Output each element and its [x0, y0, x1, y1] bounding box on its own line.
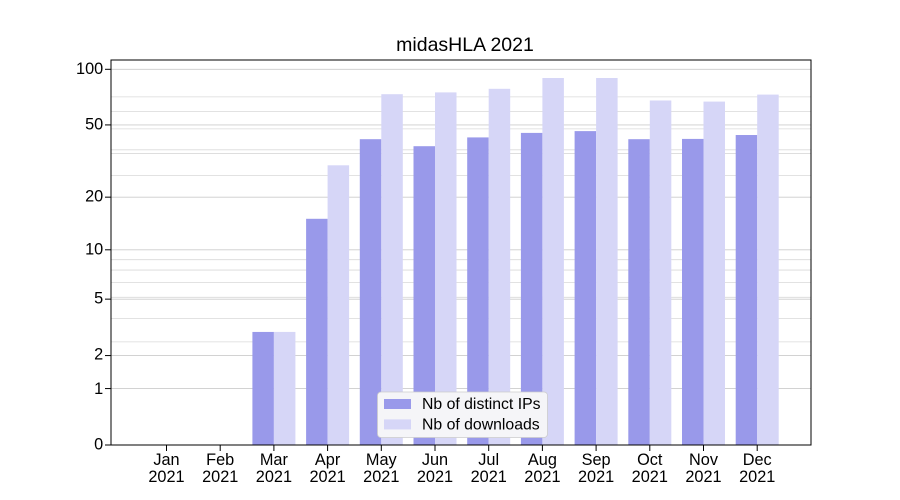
- svg-text:Nov: Nov: [689, 451, 719, 469]
- svg-text:Nb of downloads: Nb of downloads: [422, 416, 540, 433]
- svg-text:Feb: Feb: [206, 451, 234, 469]
- svg-text:5: 5: [94, 290, 103, 308]
- svg-text:Jun: Jun: [422, 451, 448, 469]
- svg-text:0: 0: [94, 436, 103, 454]
- svg-text:2021: 2021: [632, 468, 668, 486]
- svg-text:2021: 2021: [256, 468, 292, 486]
- svg-text:2021: 2021: [363, 468, 399, 486]
- svg-text:May: May: [366, 451, 398, 469]
- svg-text:2021: 2021: [739, 468, 775, 486]
- svg-text:Sep: Sep: [582, 451, 611, 469]
- svg-text:2021: 2021: [578, 468, 614, 486]
- svg-text:midasHLA 2021: midasHLA 2021: [396, 34, 534, 56]
- svg-text:2021: 2021: [471, 468, 507, 486]
- svg-text:Jan: Jan: [153, 451, 179, 469]
- svg-text:Jul: Jul: [478, 451, 499, 469]
- svg-text:Mar: Mar: [260, 451, 289, 469]
- svg-text:2021: 2021: [417, 468, 453, 486]
- svg-text:1: 1: [94, 380, 103, 398]
- svg-text:20: 20: [85, 188, 103, 206]
- svg-text:Dec: Dec: [743, 451, 772, 469]
- svg-text:Oct: Oct: [637, 451, 663, 469]
- svg-text:Aug: Aug: [528, 451, 557, 469]
- svg-text:2021: 2021: [202, 468, 238, 486]
- svg-text:2021: 2021: [309, 468, 345, 486]
- svg-text:Nb of distinct IPs: Nb of distinct IPs: [422, 396, 541, 413]
- svg-text:2021: 2021: [148, 468, 184, 486]
- svg-text:10: 10: [85, 240, 103, 258]
- svg-text:2021: 2021: [524, 468, 560, 486]
- svg-text:100: 100: [76, 60, 103, 78]
- svg-text:50: 50: [85, 115, 103, 133]
- svg-text:2021: 2021: [685, 468, 721, 486]
- svg-text:2: 2: [94, 346, 103, 364]
- svg-text:Apr: Apr: [315, 451, 341, 469]
